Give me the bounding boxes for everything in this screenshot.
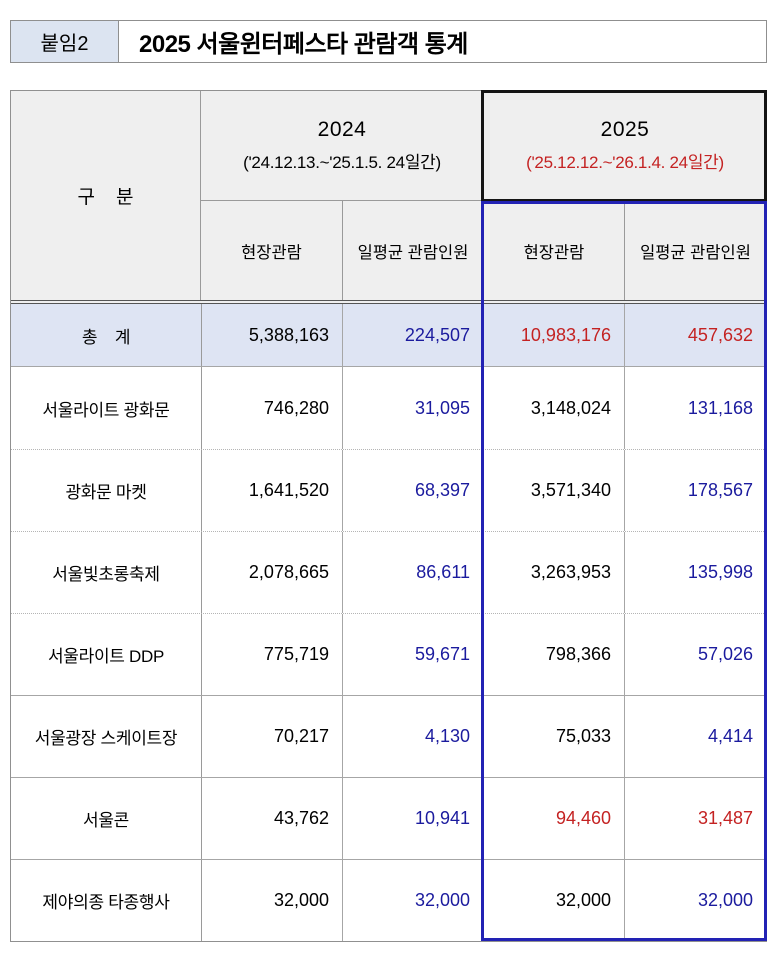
value-cell: 75,033 <box>483 696 624 777</box>
table-row: 서울라이트 광화문 746,280 31,095 3,148,024 131,1… <box>11 367 766 449</box>
table-row: 서울콘 43,762 10,941 94,460 31,487 <box>11 777 766 859</box>
table-row: 서울광장 스케이트장 70,217 4,130 75,033 4,414 <box>11 695 766 777</box>
value-cell: 4,130 <box>342 696 483 777</box>
value-cell: 775,719 <box>201 614 342 695</box>
value-cell: 2,078,665 <box>201 532 342 613</box>
table-row: 제야의종 타종행사 32,000 32,000 32,000 32,000 <box>11 859 766 941</box>
table-header: 구 분 2024 ('24.12.13.~'25.1.5. 24일간) 2025… <box>11 91 766 304</box>
value-cell: 32,000 <box>483 860 624 941</box>
value-cell: 10,941 <box>342 778 483 859</box>
row-label: 서울광장 스케이트장 <box>34 729 178 748</box>
row-label: 총 계 <box>81 327 131 347</box>
value-cell: 31,095 <box>342 367 483 449</box>
value-cell: 131,168 <box>624 367 766 449</box>
value-cell: 86,611 <box>342 532 483 613</box>
sub-header-onsite-2025: 현장관람 <box>483 201 624 300</box>
category-header-cell: 구 분 <box>77 187 134 208</box>
row-label: 서울빛초롱축제 <box>52 565 160 584</box>
table-body: 총 계 5,388,163 224,507 10,983,176 457,632… <box>11 304 766 941</box>
year-2025-cell: 2025 ('25.12.12.~'26.1.4. 24일간) <box>483 91 766 200</box>
value-cell: 57,026 <box>624 614 766 695</box>
period-2025-label: ('25.12.12.~'26.1.4. 24일간) <box>526 153 724 172</box>
value-cell: 68,397 <box>342 450 483 531</box>
value-cell: 178,567 <box>624 450 766 531</box>
sub-header-row: 현장관람 일평균 관람인원 현장관람 일평균 관람인원 <box>201 201 766 300</box>
value-cell: 3,571,340 <box>483 450 624 531</box>
table-row: 광화문 마켓 1,641,520 68,397 3,571,340 178,56… <box>11 449 766 531</box>
value-cell: 3,263,953 <box>483 532 624 613</box>
value-cell: 457,632 <box>624 304 766 366</box>
attachment-badge: 붙임2 <box>11 21 119 62</box>
row-label: 광화문 마켓 <box>65 483 147 502</box>
row-label: 서울라이트 DDP <box>47 647 165 666</box>
value-cell: 5,388,163 <box>201 304 342 366</box>
value-cell: 135,998 <box>624 532 766 613</box>
visitor-stats-table: 구 분 2024 ('24.12.13.~'25.1.5. 24일간) 2025… <box>10 90 767 942</box>
title-bar: 붙임2 2025 서울윈터페스타 관람객 통계 <box>10 20 767 63</box>
value-cell: 10,983,176 <box>483 304 624 366</box>
header-right-block: 2024 ('24.12.13.~'25.1.5. 24일간) 2025 ('2… <box>200 91 766 300</box>
table-row: 서울라이트 DDP 775,719 59,671 798,366 57,026 <box>11 613 766 695</box>
value-cell: 4,414 <box>624 696 766 777</box>
value-cell: 1,641,520 <box>201 450 342 531</box>
period-2024-label: ('24.12.13.~'25.1.5. 24일간) <box>243 153 441 172</box>
value-cell: 746,280 <box>201 367 342 449</box>
value-cell: 3,148,024 <box>483 367 624 449</box>
year-2024-cell: 2024 ('24.12.13.~'25.1.5. 24일간) <box>201 91 483 200</box>
value-cell: 32,000 <box>342 860 483 941</box>
year-2025-label: 2025 <box>600 118 650 141</box>
value-cell: 224,507 <box>342 304 483 366</box>
value-cell: 31,487 <box>624 778 766 859</box>
value-cell: 798,366 <box>483 614 624 695</box>
value-cell: 32,000 <box>624 860 766 941</box>
year-2024-label: 2024 <box>317 118 367 141</box>
value-cell: 32,000 <box>201 860 342 941</box>
sub-header-daily-avg-2025: 일평균 관람인원 <box>624 201 766 300</box>
table-row-total: 총 계 5,388,163 224,507 10,983,176 457,632 <box>11 304 766 367</box>
row-label: 서울라이트 광화문 <box>42 400 170 420</box>
row-label: 서울콘 <box>82 811 130 830</box>
value-cell: 70,217 <box>201 696 342 777</box>
page-title: 2025 서울윈터페스타 관람객 통계 <box>139 31 468 58</box>
sub-header-onsite-2024: 현장관람 <box>241 243 302 262</box>
value-cell: 94,460 <box>483 778 624 859</box>
value-cell: 59,671 <box>342 614 483 695</box>
table-row: 서울빛초롱축제 2,078,665 86,611 3,263,953 135,9… <box>11 531 766 613</box>
year-header-row: 2024 ('24.12.13.~'25.1.5. 24일간) 2025 ('2… <box>201 91 766 201</box>
value-cell: 43,762 <box>201 778 342 859</box>
sub-header-daily-avg-2024: 일평균 관람인원 <box>342 201 483 300</box>
row-label: 제야의종 타종행사 <box>42 893 170 912</box>
